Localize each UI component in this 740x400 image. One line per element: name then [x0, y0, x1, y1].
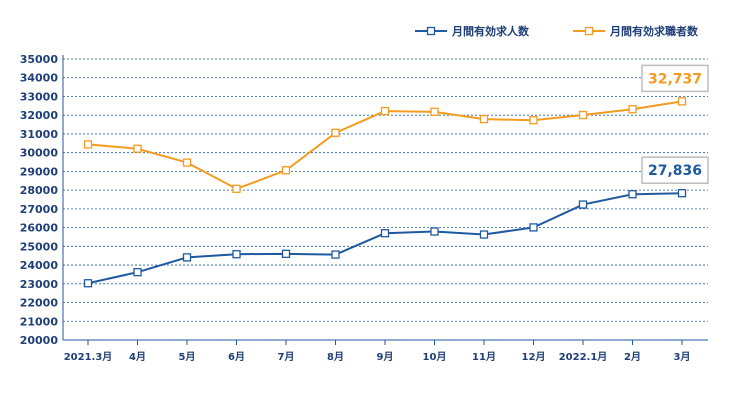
y-tick-label: 32000: [20, 109, 59, 122]
y-tick-label: 33000: [20, 90, 59, 103]
data-point: [83, 279, 93, 288]
grid-lines: [63, 58, 708, 322]
data-point: [331, 128, 340, 137]
data-point: [628, 105, 637, 114]
x-tick-label: 2月: [624, 351, 641, 363]
data-point: [677, 97, 687, 106]
data-point: [430, 107, 439, 116]
y-tick-label: 27000: [20, 203, 59, 216]
x-axis-ticks: 2021.3月 4月 5月 6月 7月 8月 9月 10月 11月 12月 2022.1月 2月 3月: [64, 340, 691, 363]
x-tick-label: 2022.1月: [559, 351, 608, 363]
y-tick-label: 29000: [20, 165, 59, 178]
y-tick-label: 26000: [20, 222, 59, 235]
data-point: [430, 227, 439, 236]
axes: [62, 55, 708, 341]
y-tick-label: 25000: [20, 240, 59, 253]
y-tick-label: 28000: [20, 184, 59, 197]
data-point: [133, 144, 142, 153]
data-point: [677, 189, 687, 198]
data-point: [232, 250, 241, 259]
x-tick-label: 8月: [327, 351, 344, 363]
callouts: 27,836 32,737: [641, 64, 709, 184]
x-tick-label: 2021.3月: [64, 351, 113, 363]
y-tick-label: 35000: [20, 53, 59, 66]
data-point: [479, 114, 489, 124]
y-tick-label: 24000: [20, 259, 59, 272]
series-group: [83, 97, 687, 288]
y-tick-label: 34000: [20, 72, 59, 85]
series-line-1: [87, 192, 683, 285]
data-point: [281, 249, 291, 258]
data-point: [380, 229, 390, 238]
legend-marker: [584, 26, 594, 36]
data-point: [628, 190, 637, 199]
callout-value-label: 32,737: [648, 71, 702, 87]
data-point: [83, 140, 93, 149]
x-tick-label: 6月: [228, 351, 245, 363]
y-tick-label: 21000: [20, 315, 59, 328]
callout-box: [641, 156, 709, 184]
x-tick-label: 3月: [674, 351, 691, 363]
y-tick-label: 22000: [20, 297, 59, 310]
x-tick-label: 10月: [423, 351, 447, 363]
data-point: [380, 106, 390, 116]
x-tick-label: 11月: [472, 351, 496, 363]
x-tick-label: 5月: [179, 351, 196, 363]
legend-label: 月間有効求職者数: [609, 24, 699, 38]
legend-marker: [426, 26, 436, 36]
legend-label: 月間有効求人数: [451, 24, 530, 38]
x-tick-label: 9月: [377, 351, 394, 363]
data-point: [182, 158, 192, 167]
legend: 月間有効求人数 月間有効求職者数: [415, 24, 699, 38]
data-point: [133, 268, 142, 277]
y-axis-ticks: 20000 21000 22000 23000 24000 25000 26000 27000…: [20, 53, 59, 347]
data-point: [578, 200, 588, 209]
y-tick-label: 31000: [20, 128, 59, 141]
data-point: [182, 253, 192, 262]
data-point: [529, 116, 538, 125]
x-tick-label: 4月: [129, 351, 146, 363]
data-point: [331, 250, 340, 259]
data-point: [529, 223, 538, 232]
data-point: [281, 166, 291, 175]
callout-value-label: 27,836: [648, 163, 702, 179]
y-tick-label: 23000: [20, 278, 59, 291]
data-point: [232, 184, 241, 193]
data-point: [479, 230, 489, 239]
y-tick-label: 30000: [20, 147, 59, 160]
x-tick-label: 7月: [278, 351, 295, 363]
y-tick-label: 20000: [20, 334, 59, 347]
data-point: [578, 110, 588, 120]
callout-box: [641, 64, 709, 93]
x-tick-label: 12月: [522, 351, 546, 363]
